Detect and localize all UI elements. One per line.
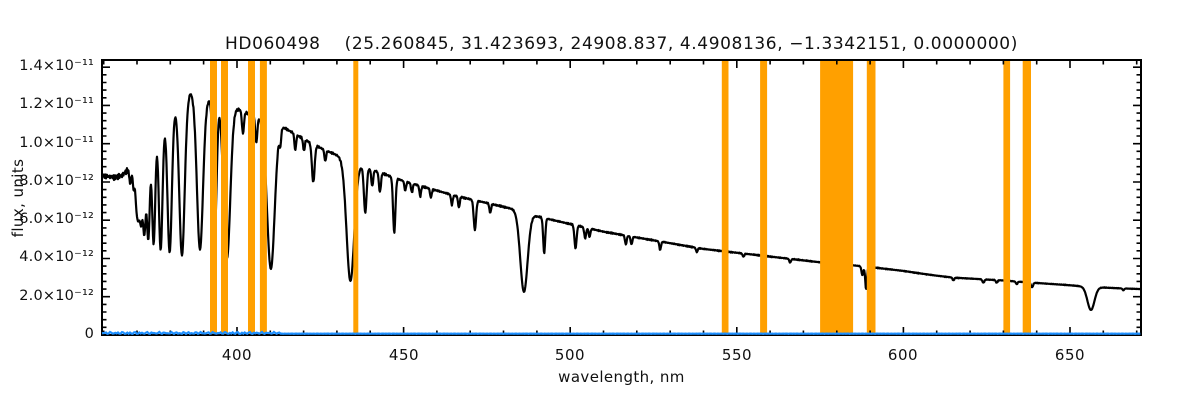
x-tick-label: 650 <box>1054 346 1086 364</box>
masked-band <box>221 60 228 335</box>
y-tick-label: 4.0×10⁻¹² <box>19 249 94 265</box>
y-tick-label: 1.2×10⁻¹¹ <box>19 96 94 112</box>
x-axis-label: wavelength, nm <box>558 368 685 386</box>
y-tick-label: 1.4×10⁻¹¹ <box>19 58 94 74</box>
x-tick-label: 550 <box>721 346 753 364</box>
masked-band <box>1022 60 1031 335</box>
masked-band <box>353 60 359 335</box>
y-tick-label: 8.0×10⁻¹² <box>19 173 94 189</box>
masked-band <box>820 60 854 335</box>
masked-band <box>210 60 217 335</box>
x-tick-label: 500 <box>554 346 586 364</box>
x-tick-label: 450 <box>388 346 420 364</box>
spectrum-line <box>100 93 1142 312</box>
y-tick-label: 2.0×10⁻¹² <box>19 288 94 304</box>
masked-band <box>760 60 768 335</box>
masked-band <box>1003 60 1011 335</box>
masked-band <box>866 60 876 335</box>
y-tick-label: 1.0×10⁻¹¹ <box>19 135 94 151</box>
plot-frame <box>101 59 1142 336</box>
masked-band <box>259 60 267 335</box>
plot-title: HD060498 (25.260845, 31.423693, 24908.83… <box>225 34 1018 54</box>
sky-line <box>101 330 1141 336</box>
y-tick-label: 6.0×10⁻¹² <box>19 211 94 227</box>
x-tick-label: 600 <box>887 346 919 364</box>
masked-bands-group <box>210 60 1031 335</box>
masked-band <box>721 60 729 335</box>
axis-ticks <box>102 60 1141 336</box>
masked-band <box>248 60 255 335</box>
x-tick-label: 400 <box>221 346 253 364</box>
y-tick-label: 0 <box>84 326 94 342</box>
